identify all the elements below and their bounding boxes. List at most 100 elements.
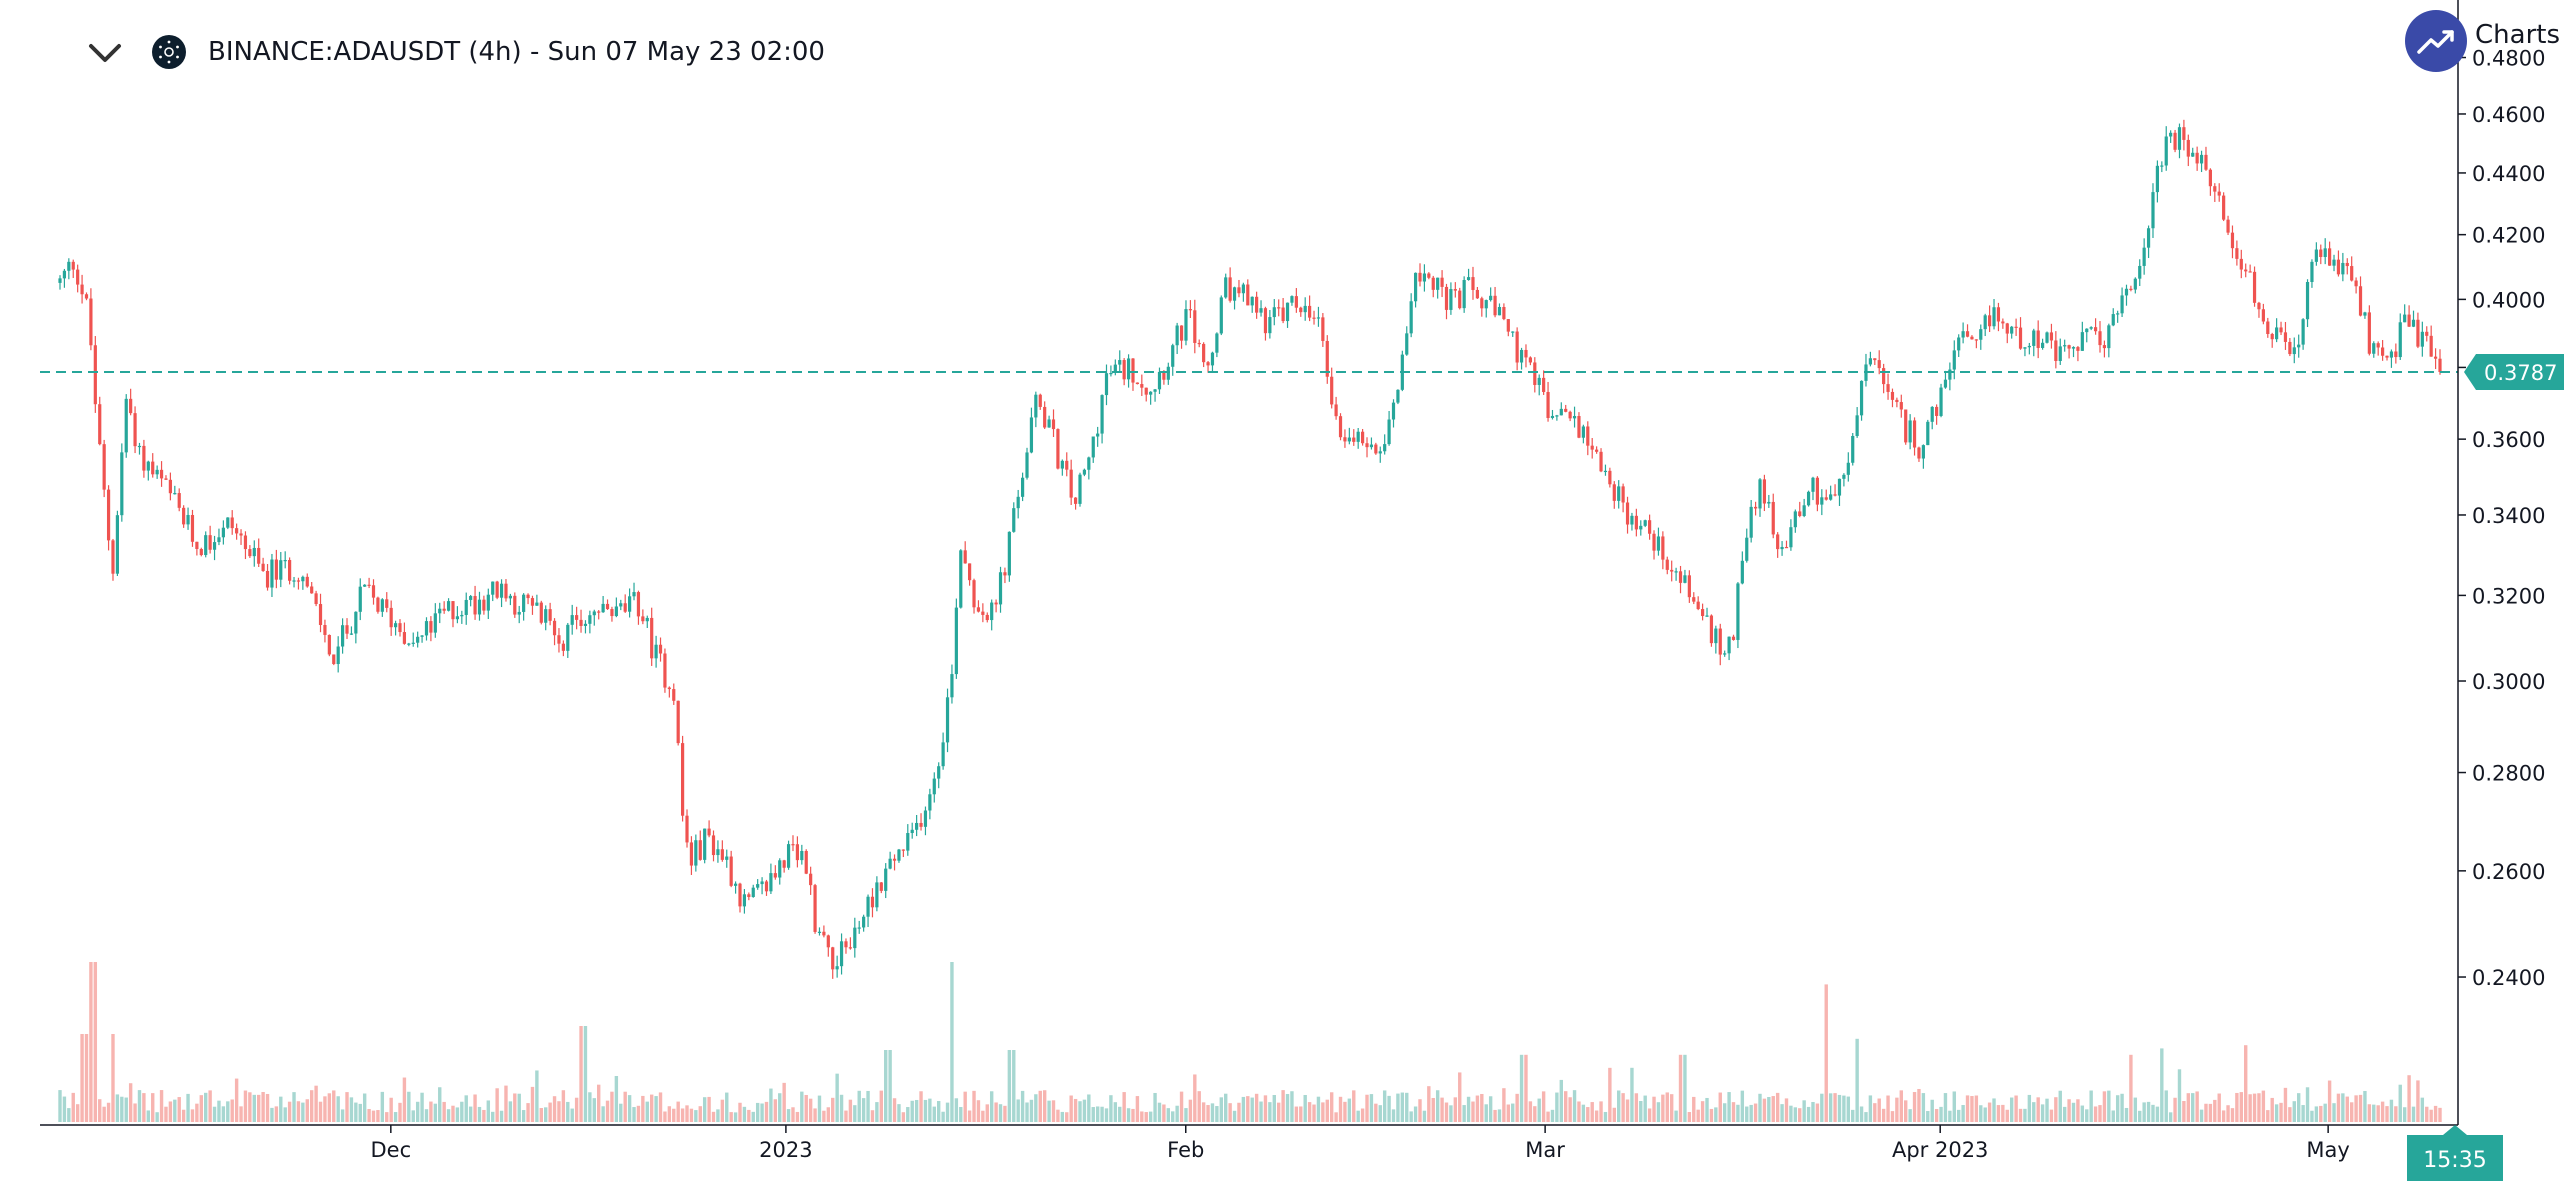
volume-bar — [102, 1106, 106, 1122]
candle-body — [1131, 358, 1135, 383]
volume-bar — [1219, 1097, 1223, 1122]
volume-bar — [1201, 1102, 1206, 1122]
volume-bar — [1122, 1092, 1126, 1122]
volume-bar — [2120, 1093, 2124, 1122]
candle-body — [773, 873, 777, 878]
candle — [1360, 428, 1365, 446]
candle — [1935, 404, 1939, 425]
volume-bar — [2093, 1106, 2098, 1122]
candle-body — [990, 602, 994, 621]
trending-up-icon[interactable] — [2405, 10, 2467, 72]
candle-body — [1643, 520, 1647, 526]
volume-bar — [892, 1098, 897, 1122]
volume-bar — [2319, 1105, 2323, 1122]
candle-body — [1904, 409, 1908, 443]
volume-bar — [1144, 1112, 1148, 1122]
candle-body — [1246, 284, 1250, 306]
volume-bar — [888, 1050, 892, 1122]
volume-bar — [1546, 1111, 1550, 1122]
volume-bar — [477, 1106, 482, 1122]
volume-bar — [1321, 1102, 1325, 1122]
candle-body — [2173, 132, 2177, 150]
price-tick-label: 0.2400 — [2472, 966, 2545, 990]
volume-bar — [2288, 1107, 2292, 1122]
volume-bar — [1714, 1107, 1718, 1122]
volume-bar — [2279, 1102, 2283, 1122]
candle — [1458, 287, 1462, 310]
candle-body — [2372, 343, 2376, 354]
candle-body — [2014, 326, 2018, 328]
volume-bar — [318, 1101, 323, 1122]
candle — [786, 840, 791, 870]
candle-body — [491, 581, 495, 595]
volume-bar — [2151, 1104, 2155, 1122]
candle — [1109, 365, 1113, 377]
candle — [2389, 349, 2394, 368]
volume-bar — [1268, 1102, 1272, 1122]
volume-bar — [1020, 1090, 1025, 1122]
volume-bar — [1961, 1105, 1965, 1122]
volume-bar — [504, 1085, 508, 1122]
volume-bar — [89, 962, 93, 1122]
candle-body — [499, 583, 504, 598]
candle-body — [1449, 289, 1453, 310]
volume-bar — [672, 1108, 676, 1122]
candle-body — [2155, 165, 2160, 193]
candle — [1277, 299, 1281, 317]
candle — [2217, 183, 2221, 202]
candle-body — [1431, 277, 1435, 290]
candle — [1413, 272, 1418, 308]
candle — [822, 925, 826, 938]
candle — [1745, 528, 1749, 563]
candle-body — [1961, 331, 1965, 338]
candle-body — [1546, 391, 1550, 418]
volume-bar — [685, 1105, 689, 1122]
volume-bar — [2129, 1054, 2133, 1122]
volume-bar — [1250, 1097, 1254, 1122]
candle — [844, 938, 848, 954]
volume-bar — [58, 1090, 62, 1122]
volume-bar — [698, 1106, 702, 1122]
volume-bar — [1135, 1096, 1140, 1122]
candle-body — [279, 560, 283, 580]
volume-bar — [93, 962, 98, 1122]
candle — [133, 406, 137, 454]
candle — [866, 894, 870, 928]
volume-bar — [2168, 1112, 2173, 1122]
candle — [1440, 270, 1444, 298]
candle-body — [1497, 306, 1502, 316]
volume-bar — [597, 1084, 601, 1122]
volume-bar — [1842, 1095, 1846, 1122]
candle-body — [1696, 601, 1700, 610]
volume-bar — [1382, 1090, 1387, 1122]
candle — [1590, 438, 1594, 459]
volume-bar — [1727, 1092, 1731, 1122]
candle-body — [703, 828, 707, 860]
candle-body — [910, 829, 914, 834]
volume-bar — [2385, 1106, 2389, 1122]
chevron-down-icon[interactable] — [80, 30, 130, 74]
candle — [1012, 502, 1016, 533]
candle — [1886, 373, 1890, 400]
volume-bar — [1934, 1109, 1939, 1122]
candle — [2093, 318, 2098, 335]
volume-bar — [173, 1099, 177, 1122]
volume-bar — [2438, 1107, 2442, 1122]
candle — [1321, 313, 1325, 347]
candle — [1833, 484, 1837, 497]
volume-bar — [1656, 1102, 1661, 1122]
candle — [159, 461, 164, 487]
candle-body — [1705, 615, 1709, 617]
volume-bar — [2402, 1107, 2407, 1122]
candle-body — [389, 607, 393, 628]
candle — [2129, 285, 2133, 292]
candle-body — [190, 514, 195, 542]
candle — [1206, 361, 1210, 373]
volume-bar — [2186, 1093, 2191, 1122]
volume-bar — [446, 1109, 451, 1122]
candle-body — [177, 493, 181, 508]
volume-bar — [385, 1112, 389, 1122]
candle-body — [504, 583, 508, 599]
volume-bar — [2270, 1097, 2274, 1122]
